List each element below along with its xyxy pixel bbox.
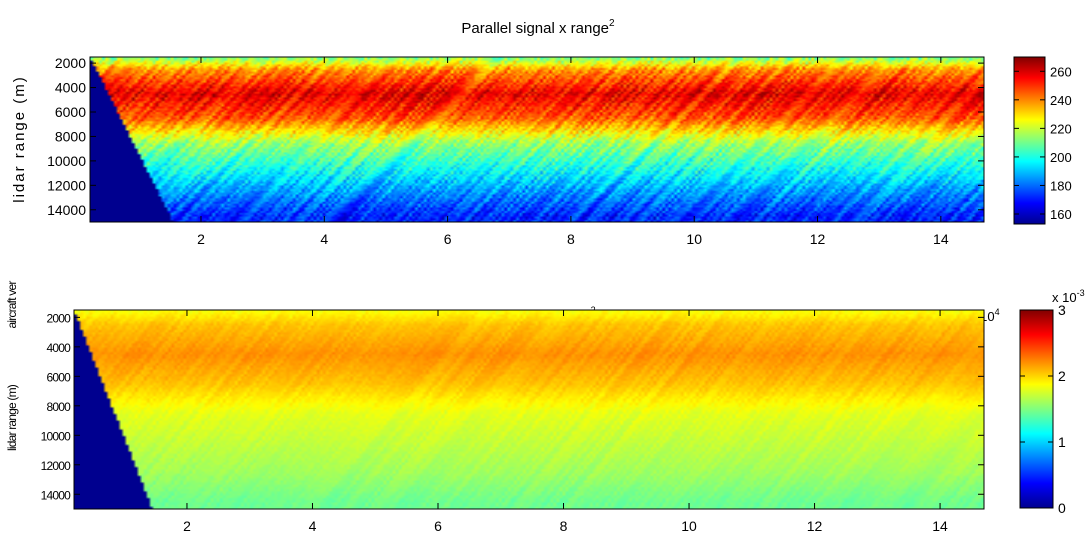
colorbar-tick-label: 2 [1058,368,1066,384]
colorbar-tick-label: 200 [1050,150,1072,165]
x-tick-label: 6 [434,518,442,533]
chart-1-axes-box [89,56,985,223]
y-tick-label: 4000 [47,341,72,355]
colorbar-tick-label: 0 [1058,500,1066,516]
y-tick-label: 14000 [47,202,86,218]
chart-2-ylabel-secondary: aircraft ver [5,281,19,329]
chart-2-ticks: 2 4 6 8 10 12 14 2000 4000 6000 8000 10000 12000 1400… [41,310,984,533]
x-tick-label: 10 [681,518,697,533]
chart-2-heatmap-image [74,310,984,509]
x-tick-label: 14 [932,518,948,533]
chart-1-colorbar-frame [1013,56,1046,225]
x-tick-label: 12 [807,518,823,533]
y-tick-label: 4000 [55,80,86,96]
chart-1-ylabel: lidar range (m) [11,75,28,203]
chart-1-ticks: 2 4 6 8 10 12 14 2000 4000 6000 8000 10000 12000 1400… [47,55,984,247]
x-tick-label: 4 [320,231,328,247]
chart-2-colorbar-ticks: 0 1 2 3 [1020,302,1066,516]
x-tick-label: 14 [933,231,949,247]
y-tick-label: 2000 [55,55,86,71]
chart-2-axes-box [73,309,985,510]
chart-1-title-superscript: 2 [609,18,615,29]
x-tick-label: 12 [810,231,826,247]
x-tick-label: 6 [444,231,452,247]
x-tick-label: 10 [686,231,702,247]
y-tick-label: 6000 [47,370,72,384]
y-tick-label: 12000 [47,177,86,193]
colorbar-tick-label: 260 [1050,64,1072,79]
x-tick-label: 8 [567,231,575,247]
x-tick-label: 2 [183,518,191,533]
colorbar-tick-label: 160 [1050,207,1072,222]
y-tick-label: 10000 [47,153,86,169]
x-tick-label: 2 [197,231,205,247]
colorbar-tick-label: 1 [1058,434,1066,450]
y-tick-label: 14000 [41,488,71,502]
x-tick-label: 4 [309,518,317,533]
colorbar-tick-label: 220 [1050,121,1072,136]
y-tick-label: 8000 [47,400,72,414]
colorbar-tick-label: 3 [1058,302,1066,318]
y-tick-label: 2000 [47,311,72,325]
y-tick-label: 8000 [55,128,86,144]
chart-1-colorbar-gradient [1014,57,1045,224]
chart-1-heatmap-image [90,57,984,222]
chart-2-colorbar-exponent: x 10-3 [1052,288,1085,305]
y-tick-label: 6000 [55,104,86,120]
chart-2-ylabel: lidar range (m) [5,384,19,451]
chart-1-title: Parallel signal x range2 [461,18,615,37]
chart-1-plot-area: 2 4 6 8 10 12 14 2000 4000 6000 8000 10000 12000 1400… [47,55,985,247]
chart-2-plot-area: 2 4 6 8 10 12 14 2000 4000 6000 8000 10000 12000 1400… [41,309,985,533]
x-tick-label: 8 [560,518,568,533]
chart-2: Parallel signal x range2 x 104 aircraft … [5,281,1085,533]
colorbar-tick-label: 240 [1050,93,1072,108]
chart-1: Parallel signal x range2 lidar range (m)… [11,18,1072,247]
y-tick-label: 12000 [41,459,71,473]
chart-1-colorbar-ticks: 160 180 200 220 240 260 [1014,64,1072,222]
y-tick-label: 10000 [41,429,71,443]
chart-2-colorbar: 0 1 2 3 x 10-3 [1019,288,1085,516]
chart-1-colorbar: 160 180 200 220 240 260 [1013,56,1072,225]
chart-2-colorbar-frame [1019,309,1054,509]
chart-2-colorbar-gradient [1020,310,1053,508]
colorbar-tick-label: 180 [1050,178,1072,193]
